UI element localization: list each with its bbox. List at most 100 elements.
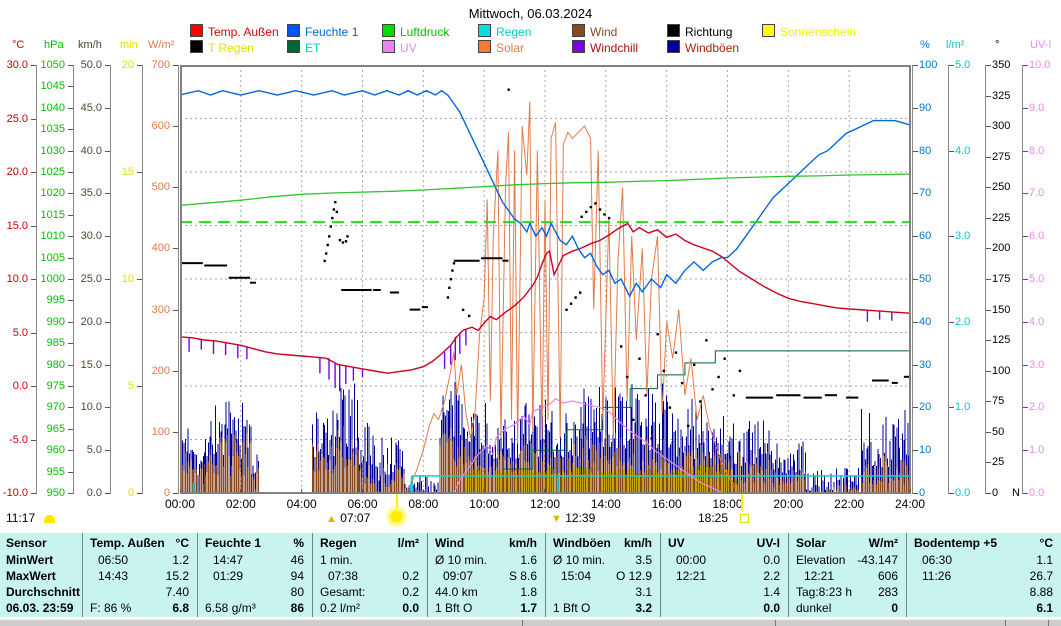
tick-mark bbox=[68, 107, 73, 109]
table-separator bbox=[906, 533, 907, 617]
tick-label: 1010 bbox=[40, 230, 65, 243]
series-Richtung bbox=[448, 286, 451, 289]
legend-label: Temp. Außen bbox=[208, 25, 279, 39]
legend-swatch bbox=[287, 24, 300, 37]
tick-label: 5.0 bbox=[12, 326, 28, 339]
table-cell-value: 86 bbox=[290, 601, 304, 615]
tick-mark bbox=[986, 156, 991, 158]
axis-header-temp: °C bbox=[12, 39, 25, 51]
table-cell-label: Ø 10 min. bbox=[435, 553, 488, 567]
table-separator bbox=[82, 533, 83, 617]
tick-label: 2.0 bbox=[1029, 401, 1045, 414]
table-cell-value: 6.8 bbox=[172, 601, 189, 615]
legend-temp-au-en: Temp. Außen bbox=[190, 24, 279, 39]
x-axis-label: 10:00 bbox=[469, 497, 500, 511]
tick-mark bbox=[949, 407, 954, 409]
tick-mark bbox=[1023, 236, 1028, 238]
tick-label: 275 bbox=[992, 150, 1011, 163]
series-Richtung bbox=[341, 241, 345, 244]
legend-label: UV bbox=[400, 41, 417, 55]
status-bar bbox=[0, 619, 1061, 626]
tick-label: 1.0 bbox=[1029, 444, 1045, 457]
table-cell-label: 06:30 bbox=[922, 553, 953, 567]
tick-label: 20 bbox=[121, 59, 134, 71]
tick-label: 970 bbox=[46, 401, 65, 414]
series-Richtung bbox=[594, 202, 597, 205]
tick-label: 90 bbox=[919, 101, 932, 114]
series-Richtung bbox=[468, 314, 471, 318]
tick-label: 995 bbox=[46, 294, 65, 307]
axis-line-solar bbox=[178, 65, 179, 494]
table-cell-value: 94 bbox=[290, 569, 304, 583]
tick-mark bbox=[173, 370, 178, 372]
tick-label: 15 bbox=[121, 166, 134, 178]
table-separator bbox=[545, 533, 546, 617]
tick-mark bbox=[173, 309, 178, 311]
series-Richtung bbox=[346, 235, 349, 238]
tick-label: 45.0 bbox=[80, 101, 102, 114]
legend-label: Luftdruck bbox=[400, 25, 450, 39]
table-col-unit: °C bbox=[1039, 536, 1053, 550]
tick-label: 10.0 bbox=[6, 273, 28, 285]
table-col-unit: W/m² bbox=[868, 536, 898, 550]
table-cell-value: 80 bbox=[290, 585, 304, 599]
tick-mark bbox=[68, 257, 73, 259]
table-cell-value: 0.0 bbox=[763, 553, 780, 567]
series-Richtung bbox=[323, 259, 326, 263]
series-Richtung bbox=[329, 225, 332, 228]
table-col-header: Wind bbox=[435, 536, 465, 550]
table-cell-value: 8.88 bbox=[1029, 585, 1053, 599]
legend-solar: Solar bbox=[478, 40, 524, 55]
legend-label: T Regen bbox=[208, 41, 254, 55]
series-Richtung bbox=[603, 213, 606, 216]
tick-mark bbox=[137, 65, 142, 66]
tick-label: 1050 bbox=[40, 59, 65, 71]
table-cell-label: 12:21 bbox=[804, 569, 835, 583]
axis-line-wind bbox=[110, 65, 111, 494]
table-cell-label: 06:50 bbox=[98, 553, 129, 567]
tick-mark bbox=[105, 150, 110, 152]
x-axis-label: 24:00 bbox=[894, 497, 926, 511]
tick-mark bbox=[68, 493, 73, 494]
tick-label: 75 bbox=[992, 395, 1005, 408]
tick-label: 0.0 bbox=[12, 380, 28, 392]
tick-label: 3.0 bbox=[1029, 358, 1045, 371]
series-Richtung bbox=[335, 210, 338, 214]
tick-mark bbox=[986, 65, 991, 66]
tick-label: 200 bbox=[992, 242, 1011, 255]
tick-mark bbox=[105, 364, 110, 366]
tick-mark bbox=[68, 428, 73, 430]
tick-mark bbox=[913, 193, 918, 195]
tick-label: 700 bbox=[151, 59, 170, 71]
legend-label: Regen bbox=[496, 25, 532, 39]
table-cell-label: 1 Bft O bbox=[435, 601, 473, 615]
tick-mark bbox=[68, 86, 73, 88]
table-cell-label: 1 min. bbox=[320, 553, 353, 567]
series-Richtung bbox=[331, 216, 334, 220]
table-col-unit: % bbox=[293, 536, 304, 550]
table-cell-value: 15.2 bbox=[165, 569, 189, 583]
tick-label: 3.0 bbox=[955, 230, 971, 243]
tick-label: 25.0 bbox=[6, 112, 28, 125]
series-Richtung bbox=[607, 216, 611, 220]
tick-mark bbox=[913, 493, 918, 494]
status-separator bbox=[522, 620, 523, 626]
tick-label: 30.0 bbox=[80, 230, 102, 243]
tick-label: 0 bbox=[919, 487, 926, 499]
tick-mark bbox=[68, 129, 73, 131]
sun-icon bbox=[44, 515, 55, 523]
tick-label: 6.0 bbox=[1029, 230, 1045, 243]
axis-line-uv bbox=[1022, 65, 1023, 494]
tick-label: 50 bbox=[992, 425, 1005, 438]
tick-label: 225 bbox=[992, 211, 1011, 224]
tick-mark bbox=[68, 236, 73, 238]
chart-plot[interactable] bbox=[180, 65, 911, 494]
tick-mark bbox=[986, 95, 991, 97]
tick-mark bbox=[986, 431, 991, 433]
tick-label: 15.0 bbox=[6, 219, 28, 232]
tick-label: 1045 bbox=[40, 80, 65, 93]
legend-swatch bbox=[478, 24, 491, 37]
tick-mark bbox=[913, 65, 918, 66]
table-cell-label: Gesamt: bbox=[320, 585, 366, 599]
